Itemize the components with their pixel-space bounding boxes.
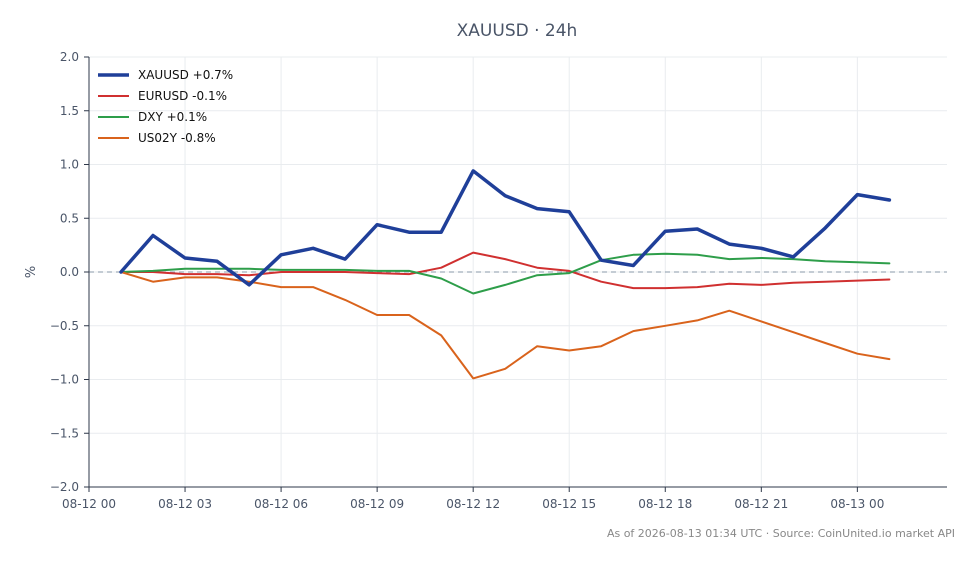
y-tick-label-0: −2.0	[50, 480, 79, 494]
series-line-1	[120, 251, 891, 290]
x-axis-ticks: 08-12 00 08-12 03 08-12 06 08-12 09 08-12 12…	[62, 487, 884, 511]
x-tick-label-0: 08-12 00	[62, 497, 116, 511]
series-line-3	[120, 271, 891, 380]
legend-label-0: XAUUSD +0.7%	[138, 68, 233, 82]
source-footer: As of 2026-08-13 01:34 UTC · Source: Coi…	[607, 527, 955, 540]
x-tick-label-6: 08-12 18	[638, 497, 692, 511]
x-tick-label-1: 08-12 03	[158, 497, 212, 511]
x-tick-label-3: 08-12 09	[350, 497, 404, 511]
series-line-2	[120, 252, 891, 295]
y-tick-label-7: 1.5	[60, 104, 79, 118]
y-tick-label-2: −1.0	[50, 373, 79, 387]
y-axis-ticks: −2.0 −1.5 −1.0 −0.5 0.0 0.5 1.0 1.5 2.0	[50, 50, 89, 494]
legend-label-1: EURUSD -0.1%	[138, 89, 227, 103]
chart-title: XAUUSD · 24h	[457, 21, 578, 41]
x-tick-label-7: 08-12 21	[734, 497, 788, 511]
x-tick-label-8: 08-13 00	[830, 497, 884, 511]
legend-label-3: US02Y -0.8%	[138, 131, 216, 145]
series-line-0	[119, 169, 892, 287]
legend: XAUUSD +0.7% EURUSD -0.1% DXY +0.1% US02Y -…	[98, 68, 233, 145]
x-tick-label-2: 08-12 06	[254, 497, 308, 511]
y-axis-label: %	[24, 266, 39, 278]
y-tick-label-8: 2.0	[60, 50, 79, 64]
y-tick-label-5: 0.5	[60, 211, 79, 225]
x-tick-label-4: 08-12 12	[446, 497, 500, 511]
y-tick-label-6: 1.0	[60, 158, 79, 172]
y-tick-label-4: 0.0	[60, 265, 79, 279]
y-tick-label-1: −1.5	[50, 426, 79, 440]
y-tick-label-3: −0.5	[50, 319, 79, 333]
legend-label-2: DXY +0.1%	[138, 110, 207, 124]
x-tick-label-5: 08-12 15	[542, 497, 596, 511]
series-group	[119, 169, 892, 380]
